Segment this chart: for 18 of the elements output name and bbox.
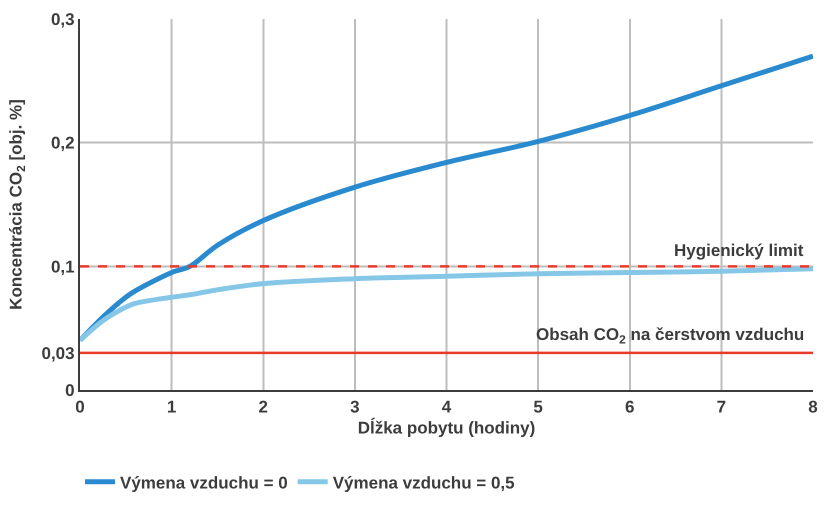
y-tick-label: 0,03 — [42, 344, 75, 363]
legend-label: Výmena vzduchu = 0 — [120, 473, 288, 492]
x-tick-label: 3 — [350, 397, 360, 416]
x-tick-label: 6 — [625, 397, 634, 416]
x-tick-label: 1 — [166, 397, 176, 416]
y-tick-label: 0,2 — [50, 134, 75, 153]
ref-line-label: Obsah CO$_{2}$ na čerstvom vzduchu — [536, 325, 804, 347]
y-tick-label: 0 — [65, 380, 75, 400]
x-tick-label: 8 — [808, 397, 818, 416]
y-tick-label: 0,3 — [50, 10, 75, 29]
ref-line-label: Hygienický limit — [674, 241, 804, 260]
x-tick-label: 7 — [716, 397, 726, 416]
legend-label: Výmena vzduchu = 0,5 — [332, 473, 515, 492]
x-tick-label: 2 — [258, 397, 268, 416]
x-tick-label: 4 — [442, 397, 452, 416]
x-tick-label: 5 — [533, 397, 543, 416]
y-tick-label: 0,1 — [50, 257, 75, 276]
x-axis-title: Dĺžka pobytu (hodiny) — [358, 417, 536, 438]
